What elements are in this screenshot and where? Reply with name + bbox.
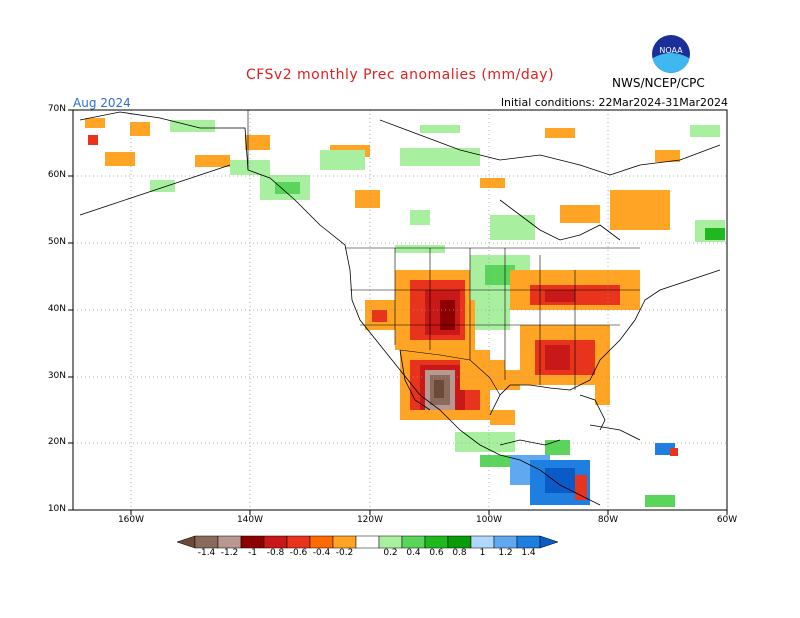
colorbar-tick-label: -1.2: [220, 548, 239, 558]
colorbar-tick-label: 0.8: [452, 548, 467, 558]
anomaly-field: [85, 118, 725, 507]
colorbar-tick-label: -0.8: [266, 548, 285, 558]
colorbar-swatch: [470, 535, 495, 549]
colorbar-tick-label: -0.6: [289, 548, 308, 558]
lon-label-60w: 60W: [716, 515, 738, 525]
agency-label: NWS/NCEP/CPC: [612, 76, 705, 90]
colorbar-tick-label: -1: [248, 548, 257, 558]
colorbar-swatch: [194, 535, 219, 549]
noaa-logo-text: NOAA: [659, 46, 683, 55]
lon-label-80w: 80W: [597, 515, 619, 525]
initial-conditions: Initial conditions: 22Mar2024-31Mar2024: [500, 96, 728, 109]
colorbar-tick-label: 1.2: [498, 548, 513, 558]
colorbar-swatch: [217, 535, 242, 549]
colorbar-swatch: [240, 535, 265, 549]
coastlines: [79, 111, 721, 506]
colorbar-swatch: [516, 535, 541, 549]
colorbar-arrow-high: [539, 535, 559, 549]
lat-label-20n: 20N: [47, 437, 66, 447]
lon-label-160w: 160W: [117, 515, 145, 525]
map-title: CFSv2 monthly Prec anomalies (mm/day): [245, 67, 555, 83]
colorbar-tick-label: -1.4: [197, 548, 216, 558]
borders: [247, 110, 640, 396]
noaa-logo: NOAA: [652, 35, 690, 73]
lat-label-50n: 50N: [47, 237, 66, 247]
colorbar: [176, 535, 559, 549]
colorbar-swatch: [263, 535, 288, 549]
colorbar-swatch: [309, 535, 334, 549]
colorbar-swatch: [378, 535, 403, 549]
colorbar-tick-label: -0.4: [312, 548, 331, 558]
colorbar-tick-label: -0.2: [335, 548, 354, 558]
colorbar-swatch: [447, 535, 472, 549]
lon-label-140w: 140W: [236, 515, 264, 525]
lat-label-30n: 30N: [47, 371, 66, 381]
lat-label-70n: 70N: [47, 104, 66, 114]
lat-label-10n: 10N: [47, 504, 66, 514]
colorbar-swatch: [493, 535, 518, 549]
colorbar-tick-label: 0.4: [406, 548, 421, 558]
colorbar-swatch: [401, 535, 426, 549]
colorbar-tick-label: 0.2: [383, 548, 398, 558]
grid-lines: [73, 110, 727, 510]
colorbar-tick-label: 1: [479, 548, 486, 558]
colorbar-swatch: [424, 535, 449, 549]
colorbar-swatch: [332, 535, 357, 549]
colorbar-tick-label: 0.6: [429, 548, 444, 558]
lon-label-100w: 100W: [475, 515, 503, 525]
colorbar-tick-label: 1.4: [521, 548, 536, 558]
forecast-month: Aug 2024: [73, 96, 131, 110]
lon-label-120w: 120W: [356, 515, 384, 525]
colorbar-swatch: [355, 535, 380, 549]
lat-label-60n: 60N: [47, 170, 66, 180]
lat-label-40n: 40N: [47, 304, 66, 314]
colorbar-arrow-low: [176, 535, 196, 549]
colorbar-swatch: [286, 535, 311, 549]
tick-marks: [68, 109, 728, 515]
